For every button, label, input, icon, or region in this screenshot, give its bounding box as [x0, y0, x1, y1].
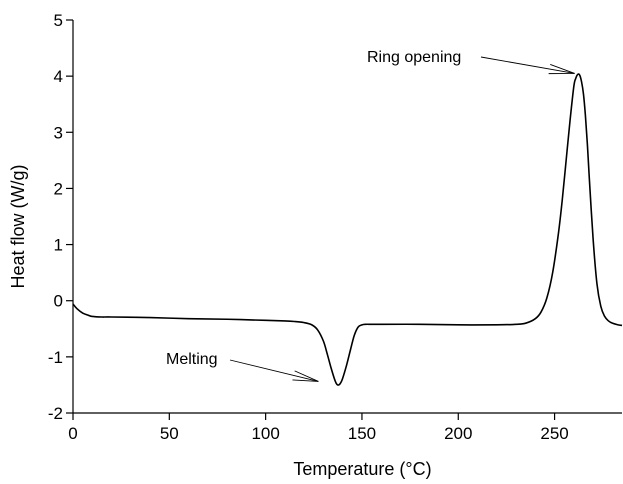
arrow-head: [548, 64, 575, 75]
y-tick-label: -2: [48, 404, 63, 423]
y-tick-label: 3: [54, 123, 63, 142]
x-axis-title: Temperature (°C): [293, 459, 431, 479]
annotation-arrow: [480, 56, 575, 74]
x-tick-label: 150: [348, 424, 376, 443]
heat-flow-curve: [72, 73, 623, 386]
y-axis-ticks: -2 -1 0 1 2 3 4 5: [48, 11, 73, 423]
annotations: Ring opening Melting: [166, 49, 575, 382]
annotation-label: Melting: [166, 351, 218, 368]
y-tick-label: -1: [48, 348, 63, 367]
x-tick-label: 50: [160, 424, 179, 443]
arrow-head: [292, 370, 319, 382]
x-tick-label: 250: [540, 424, 568, 443]
y-tick-label: 0: [54, 292, 63, 311]
x-tick-label: 0: [68, 424, 77, 443]
x-axis-ticks: 0 50 100 150 200 250: [68, 413, 569, 443]
y-tick-label: 1: [54, 236, 63, 255]
x-tick-label: 200: [444, 424, 472, 443]
annotation-arrow: [229, 359, 319, 382]
y-tick-label: 2: [54, 179, 63, 198]
y-tick-label: 5: [54, 11, 63, 30]
x-tick-label: 100: [251, 424, 279, 443]
y-tick-label: 4: [54, 67, 63, 86]
annotation-label: Ring opening: [367, 49, 461, 66]
y-axis-title: Heat flow (W/g): [8, 164, 28, 288]
